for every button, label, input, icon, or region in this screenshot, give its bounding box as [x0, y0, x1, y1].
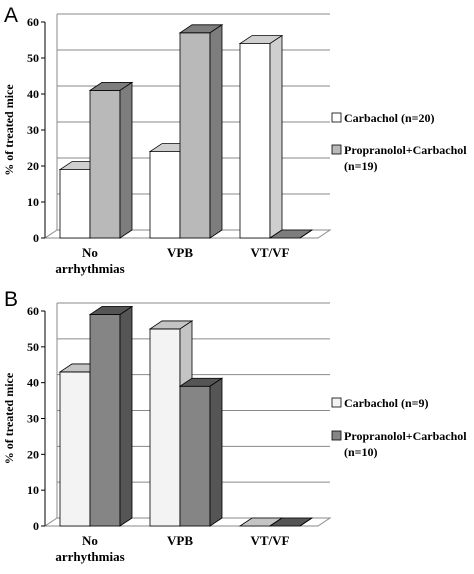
bar-side [119, 81, 133, 239]
y-tick-label: 40 [27, 376, 39, 390]
y-tick-label: 60 [27, 15, 39, 29]
x-tick-label: No [82, 245, 98, 260]
y-tick-label: 10 [27, 483, 39, 497]
bar [88, 305, 134, 527]
bar-front [59, 169, 91, 239]
bar-front [149, 328, 181, 527]
y-tick-label: 10 [27, 195, 39, 209]
legend-entry: (n=10) [344, 445, 378, 459]
chart-panel-A: A 0 10 20 30 40 50 60 % of treated mice Noarrhyth… [2, 4, 467, 276]
legend: Carbachol (n=9) Propranolol+Carbachol (n=1… [331, 396, 467, 459]
x-tick-label: VT/VF [251, 245, 290, 260]
bar [88, 81, 134, 239]
bar-front [179, 385, 211, 527]
bar-side [119, 305, 133, 527]
legend-entry: Carbachol (n=9) [344, 396, 429, 410]
x-tick-label: No [82, 533, 98, 548]
y-axis-label: % of treated mice [2, 84, 16, 176]
bar [268, 229, 314, 239]
bar [178, 24, 224, 239]
y-axis-label: % of treated mice [2, 372, 16, 464]
x-tick-label: arrhythmias [55, 549, 124, 564]
legend-entry: (n=19) [344, 159, 378, 173]
bar-front [89, 314, 121, 527]
y-tick-label: 0 [33, 231, 39, 245]
bar-side [269, 34, 283, 239]
bar-front [239, 43, 271, 239]
x-tick-label: arrhythmias [55, 261, 124, 276]
x-tick-label: VT/VF [251, 533, 290, 548]
bar-front [149, 151, 181, 239]
y-tick-label: 0 [33, 519, 39, 533]
legend-entry: Propranolol+Carbachol [344, 143, 467, 157]
y-tick-label: 20 [27, 159, 39, 173]
y-tick-label: 50 [27, 340, 39, 354]
panel-letter: B [4, 288, 18, 311]
legend-swatch [331, 397, 342, 408]
legend-swatch [331, 144, 342, 155]
bar-side [299, 229, 313, 239]
x-tick-label: VPB [167, 245, 193, 260]
y-tick-label: 20 [27, 447, 39, 461]
panel-letter: A [4, 4, 18, 27]
bar-front [179, 32, 211, 239]
bar-side [209, 377, 223, 527]
bar [238, 34, 284, 239]
y-tick-label: 50 [27, 51, 39, 65]
bar [268, 517, 314, 527]
bar [178, 377, 224, 527]
legend-swatch [331, 112, 342, 123]
bar-side [209, 24, 223, 239]
legend: Carbachol (n=20) Propranolol+Carbachol (n=… [331, 111, 467, 173]
y-tick-label: 40 [27, 87, 39, 101]
legend-swatch [331, 430, 342, 441]
chart-panel-B: B 0 10 20 30 40 50 60 % of treated mice Noarrhyth… [2, 288, 467, 564]
legend-entry: Propranolol+Carbachol [344, 429, 467, 443]
y-tick-label: 30 [27, 412, 39, 426]
bar-side [299, 517, 313, 527]
legend-entry: Carbachol (n=20) [344, 111, 435, 125]
x-tick-label: VPB [167, 533, 193, 548]
bar-front [89, 90, 121, 239]
bar-front [59, 371, 91, 527]
y-tick-label: 30 [27, 123, 39, 137]
y-tick-label: 60 [27, 304, 39, 318]
